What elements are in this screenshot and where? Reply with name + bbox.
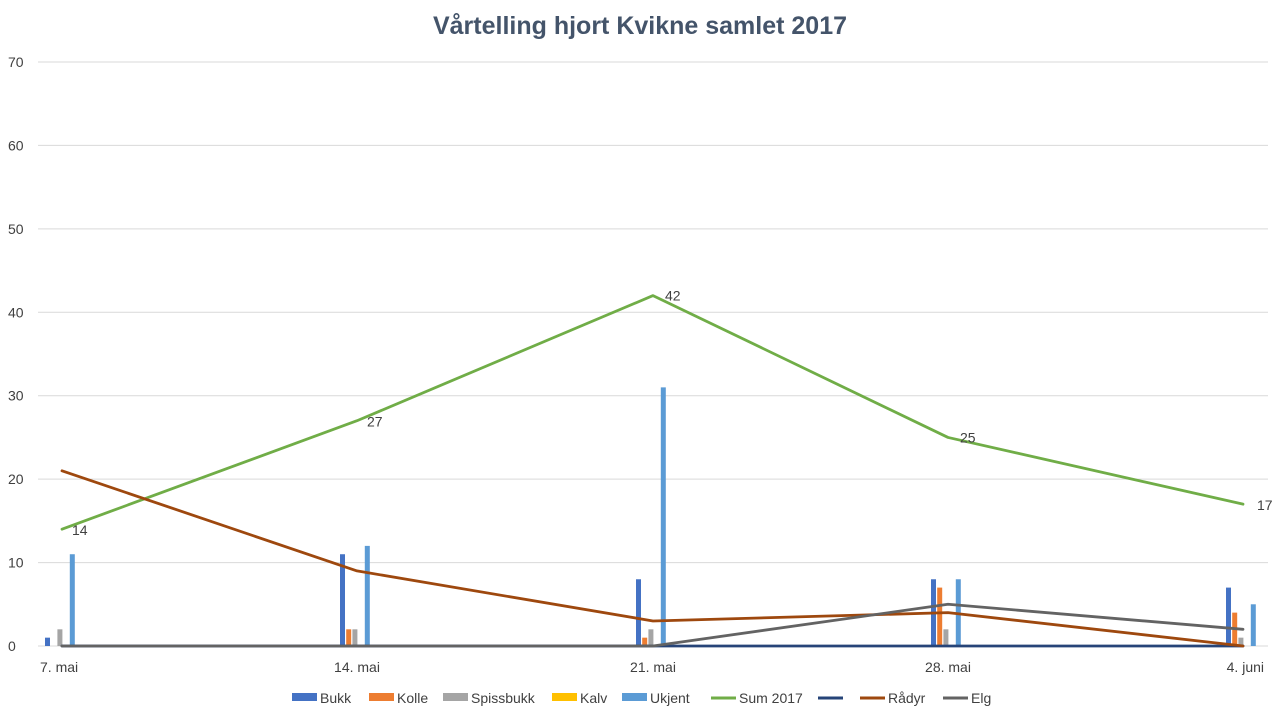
legend-item: Kolle <box>369 690 428 706</box>
bar <box>660 387 666 646</box>
legend-label: Rådyr <box>888 690 926 706</box>
line-series <box>60 294 1245 648</box>
bar <box>1226 587 1231 646</box>
data-label: 25 <box>960 429 976 445</box>
legend-label: Spissbukk <box>471 690 536 706</box>
x-tick-label: 4. juni <box>1227 659 1264 675</box>
y-tick-label: 10 <box>8 555 24 571</box>
data-labels: 14 27 42 25 17 <box>72 288 1273 539</box>
chart-title: Vårtelling hjort Kvikne samlet 2017 <box>432 12 848 40</box>
legend-item: Sum 2017 <box>711 690 803 706</box>
bar <box>340 554 345 646</box>
legend-swatch <box>292 693 317 701</box>
x-tick-label: 28. mai <box>925 659 971 675</box>
legend-item: Spissbukk <box>443 690 536 706</box>
y-tick-label: 0 <box>8 638 16 654</box>
bar <box>937 587 943 646</box>
bar <box>648 629 654 646</box>
x-tick-label: 14. mai <box>334 659 380 675</box>
gridlines <box>38 61 1268 647</box>
legend-item: Elg <box>943 690 991 706</box>
y-tick-label: 60 <box>8 137 24 153</box>
y-tick-label: 50 <box>8 221 24 237</box>
data-label: 27 <box>367 414 383 430</box>
y-tick-label: 40 <box>8 304 24 320</box>
bar <box>346 629 352 646</box>
data-label: 42 <box>665 288 681 304</box>
legend-label: Ukjent <box>650 690 690 706</box>
data-label: 14 <box>72 522 88 538</box>
y-axis-ticks: 0 10 20 30 40 50 60 70 <box>8 54 24 654</box>
legend-item: Bukk <box>292 690 352 706</box>
bar <box>364 545 370 646</box>
legend-swatch <box>552 693 577 701</box>
bar <box>642 637 648 646</box>
bar <box>943 629 949 646</box>
x-tick-label: 21. mai <box>630 659 676 675</box>
y-tick-label: 70 <box>8 54 24 70</box>
legend-item: Ukjent <box>622 690 690 706</box>
legend-item: Kalv <box>552 690 607 706</box>
bar-series <box>45 387 1256 646</box>
x-tick-label: 7. mai <box>40 659 78 675</box>
bar <box>45 637 50 646</box>
legend-swatch <box>622 693 647 701</box>
legend-label: Bukk <box>320 690 352 706</box>
bar <box>636 579 641 646</box>
series-line <box>60 602 1245 648</box>
legend-item: Rådyr <box>860 690 926 706</box>
series-line <box>60 469 1245 648</box>
x-axis-ticks: 7. mai 14. mai 21. mai 28. mai 4. juni <box>40 659 1264 675</box>
bar <box>69 554 75 646</box>
legend-label: Elg <box>971 690 991 706</box>
legend-swatch <box>369 693 394 701</box>
bar <box>352 629 358 646</box>
bar <box>1238 637 1244 646</box>
series-line <box>60 294 1245 531</box>
data-label: 17 <box>1257 497 1273 513</box>
legend-label: Kalv <box>580 690 607 706</box>
legend-swatch <box>443 693 468 701</box>
bar <box>1250 604 1256 646</box>
bar <box>57 629 63 646</box>
y-tick-label: 30 <box>8 388 24 404</box>
y-tick-label: 20 <box>8 471 24 487</box>
legend-label: Sum 2017 <box>739 690 803 706</box>
legend: Bukk Kolle Spissbukk Kalv Ukjent Sum 2017 Rådy… <box>292 690 991 706</box>
legend-label: Kolle <box>397 690 428 706</box>
